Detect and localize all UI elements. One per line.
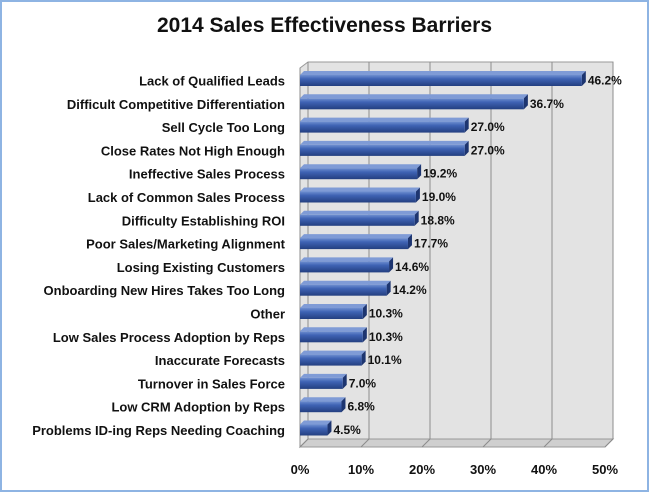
bar-top — [300, 164, 422, 169]
data-label: 18.8% — [421, 213, 455, 227]
data-label: 36.7% — [530, 97, 564, 111]
bar — [300, 284, 387, 296]
bar-top — [300, 420, 332, 425]
category-label: Other — [250, 307, 285, 322]
x-tick-label: 20% — [409, 462, 435, 477]
bar-side — [386, 280, 391, 296]
data-label: 10.1% — [368, 353, 402, 367]
category-label: Difficult Competitive Differentiation — [67, 97, 285, 112]
bar — [300, 98, 524, 110]
gridline — [543, 62, 553, 448]
bar — [300, 238, 408, 250]
data-label: 27.0% — [471, 120, 505, 134]
category-label: Ineffective Sales Process — [129, 167, 285, 182]
bar-top — [300, 373, 347, 378]
data-label: 46.2% — [588, 74, 622, 88]
bar — [300, 401, 342, 413]
category-label: Low Sales Process Adoption by Reps — [53, 330, 285, 345]
bar — [300, 214, 415, 226]
bar-top — [300, 327, 367, 332]
bar-side — [464, 140, 469, 156]
data-label: 27.0% — [471, 143, 505, 157]
plot-floor — [298, 438, 615, 448]
category-label: Lack of Qualified Leads — [139, 74, 285, 89]
category-label: Turnover in Sales Force — [138, 376, 285, 391]
bar-top — [300, 257, 394, 262]
bar-side — [415, 187, 420, 203]
bar-side — [523, 94, 528, 110]
bar-side — [581, 71, 586, 86]
category-label: Close Rates Not High Enough — [101, 143, 285, 158]
bar — [300, 354, 362, 366]
bar-side — [389, 257, 394, 273]
bar-side — [464, 117, 469, 133]
bar-top — [300, 187, 420, 192]
bar-side — [362, 327, 367, 343]
data-label: 17.7% — [414, 237, 448, 251]
gridline — [604, 62, 614, 448]
data-label: 14.2% — [393, 283, 427, 297]
gridline — [421, 62, 431, 448]
category-label: Losing Existing Customers — [117, 260, 285, 275]
bar — [300, 377, 343, 389]
bar-top — [300, 304, 367, 308]
category-label: Problems ID-ing Reps Needing Coaching — [32, 423, 285, 438]
data-label: 14.6% — [395, 260, 429, 274]
gridline — [482, 62, 492, 448]
bar — [300, 144, 465, 156]
bar — [300, 121, 465, 133]
bar-side — [327, 420, 332, 436]
bar-side — [417, 164, 422, 180]
bar — [300, 168, 418, 180]
data-label: 10.3% — [369, 307, 403, 321]
bar-top — [300, 94, 528, 99]
bar-side — [341, 397, 346, 413]
bar-top — [300, 350, 366, 355]
bar-top — [300, 210, 419, 215]
category-label: Poor Sales/Marketing Alignment — [86, 237, 286, 252]
data-label: 4.5% — [333, 423, 361, 437]
bar-side — [407, 234, 412, 250]
bar — [300, 331, 363, 343]
data-label: 10.3% — [369, 330, 403, 344]
x-tick-label: 50% — [592, 462, 618, 477]
bar — [300, 75, 582, 86]
chart-title: 2014 Sales Effectiveness Barriers — [156, 14, 493, 37]
category-label: Difficulty Establishing ROI — [122, 213, 285, 228]
category-label: Lack of Common Sales Process — [88, 190, 285, 205]
bar-top — [300, 140, 469, 145]
bar-top — [300, 280, 391, 285]
category-label: Inaccurate Forecasts — [155, 353, 285, 368]
x-tick-label: 0% — [291, 462, 310, 477]
bar-top — [300, 397, 346, 402]
bar-side — [361, 350, 366, 366]
bar-side — [414, 210, 419, 226]
data-label: 6.8% — [347, 400, 375, 414]
x-tick-label: 10% — [348, 462, 374, 477]
category-label: Onboarding New Hires Takes Too Long — [44, 283, 286, 298]
bar — [300, 308, 363, 319]
x-tick-label: 40% — [531, 462, 557, 477]
bar-top — [300, 234, 412, 239]
x-tick-label: 30% — [470, 462, 496, 477]
bar-side — [362, 304, 367, 319]
bar-top — [300, 117, 469, 122]
data-label: 19.0% — [422, 190, 456, 204]
bar — [300, 424, 328, 436]
data-label: 7.0% — [349, 376, 377, 390]
category-label: Low CRM Adoption by Reps — [111, 400, 285, 415]
bar — [300, 191, 416, 203]
bar-top — [300, 71, 586, 75]
bar-side — [342, 373, 347, 389]
data-label: 19.2% — [423, 167, 457, 181]
bar — [300, 261, 390, 273]
category-label: Sell Cycle Too Long — [162, 120, 285, 135]
